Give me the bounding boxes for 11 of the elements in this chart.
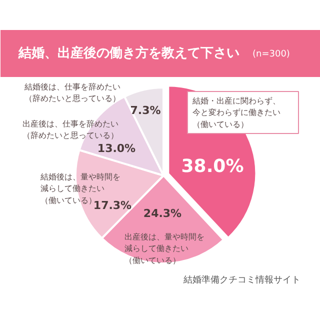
data-label: 13.0% bbox=[97, 142, 136, 155]
data-label: 17.3% bbox=[93, 199, 132, 212]
text: 結婚準備クチコミ情報サイト bbox=[182, 274, 300, 286]
data-label: 7.3% bbox=[130, 104, 161, 117]
chart-subtitle: (n=300) bbox=[252, 50, 290, 60]
data-label: 24.3% bbox=[143, 207, 182, 220]
chart-title: 結婚、出産後の働き方を教えて下さい bbox=[18, 45, 240, 61]
slice-label: 出産後は、仕事を辞めたい（辞めたいと思っている） bbox=[22, 120, 118, 140]
slice-label: 結婚後は、仕事を辞めたい（辞めたいと思っている） bbox=[24, 82, 120, 104]
data-label: 38.0% bbox=[181, 156, 244, 177]
slice-label: 結婚・出産に関わらず、今と変わらずに働きたい（働いている） bbox=[192, 96, 280, 129]
